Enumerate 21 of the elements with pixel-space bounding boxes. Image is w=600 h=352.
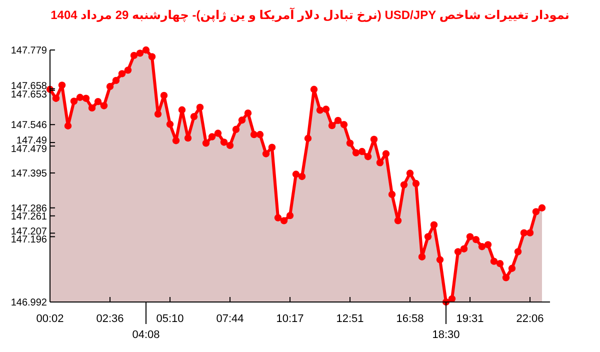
- x-tick-label: 22:06: [516, 313, 544, 325]
- x-tick-label: 18:30: [432, 329, 460, 341]
- x-tick-label: 16:58: [396, 313, 424, 325]
- y-tick-label: 146.992: [10, 298, 48, 309]
- y-tick-label: 147.653: [10, 89, 48, 100]
- chart-title: نمودار تغییرات شاخص USD/JPY (نرخ تبادل دلار آمریکا و ین ژاپن)- چهارشنبه 29 مرداد 1404: [50, 7, 570, 22]
- y-tick-label: 147.658: [10, 80, 48, 92]
- y-tick-label: 147.395: [10, 168, 48, 180]
- x-tick-label: 02:36: [96, 313, 124, 325]
- x-tick-label: 05:10: [156, 313, 184, 325]
- x-tick-label: 04:08: [132, 329, 160, 341]
- x-tick-label: 19:31: [456, 313, 484, 325]
- x-tick-label: 00:02: [36, 313, 64, 325]
- y-tick-label: 147.479: [10, 144, 48, 156]
- y-tick-label: 147.779: [10, 46, 48, 57]
- y-tick-label: 147.261: [10, 212, 48, 223]
- x-tick-label: 07:44: [216, 313, 244, 325]
- x-tick-label: 10:17: [276, 313, 304, 325]
- y-tick-label: 147.546: [10, 120, 48, 132]
- y-tick-label: 147.196: [10, 234, 48, 246]
- x-tick-label: 12:51: [336, 313, 364, 325]
